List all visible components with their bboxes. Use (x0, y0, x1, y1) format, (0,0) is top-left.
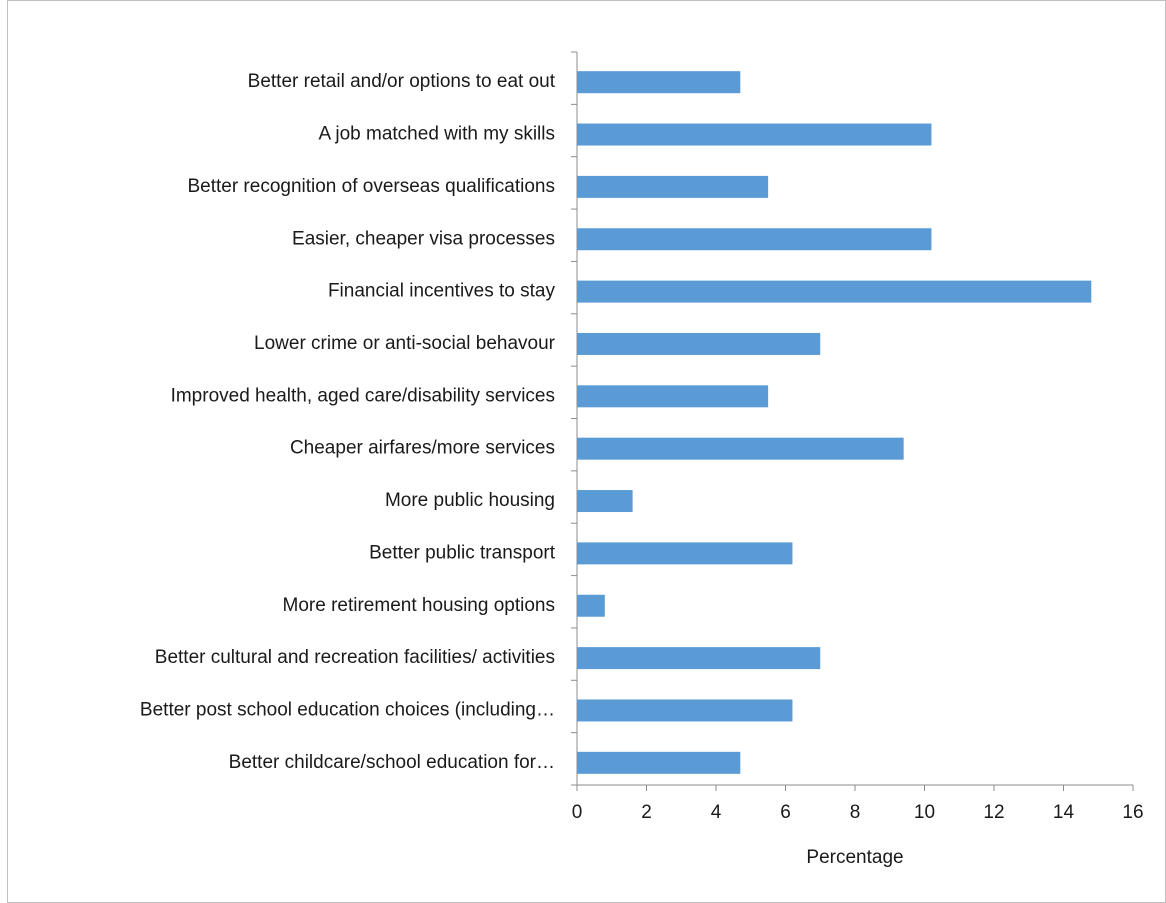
bar (577, 71, 741, 94)
x-tick-label: 6 (780, 802, 791, 823)
x-tick-label: 4 (711, 802, 722, 823)
bar (577, 228, 932, 251)
bar (577, 699, 793, 722)
category-label: Better cultural and recreation facilitie… (155, 647, 555, 668)
category-label: Improved health, aged care/disability se… (171, 385, 555, 406)
x-tick-label: 0 (572, 802, 583, 823)
category-label: Financial incentives to stay (328, 281, 556, 302)
bar (577, 385, 769, 408)
bar (577, 280, 1092, 303)
category-label: Lower crime or anti-social behavour (254, 333, 556, 354)
bar (577, 542, 793, 565)
category-label: A job matched with my skills (318, 124, 555, 145)
x-tick-label: 14 (1053, 802, 1075, 823)
bar (577, 332, 821, 355)
bar (577, 647, 821, 670)
bar (577, 437, 904, 460)
x-tick-label: 8 (850, 802, 861, 823)
x-tick-label: 12 (983, 802, 1004, 823)
category-label: Better post school education choices (in… (140, 699, 555, 720)
x-tick-label: 10 (914, 802, 935, 823)
category-label: More public housing (385, 490, 555, 511)
x-tick-label: 16 (1122, 802, 1143, 823)
bar (577, 123, 932, 146)
bar (577, 751, 741, 774)
category-label: More retirement housing options (283, 595, 555, 616)
bar (577, 594, 605, 617)
category-label: Better retail and/or options to eat out (248, 71, 556, 92)
category-label: Better recognition of overseas qualifica… (187, 176, 555, 197)
x-tick-label: 2 (641, 802, 652, 823)
bar (577, 490, 633, 513)
x-axis-label: Percentage (806, 847, 903, 868)
category-label: Cheaper airfares/more services (290, 438, 555, 459)
category-label: Better public transport (369, 542, 556, 563)
bar (577, 175, 769, 198)
category-label: Easier, cheaper visa processes (292, 228, 555, 249)
category-label: Better childcare/school education for… (229, 752, 555, 773)
